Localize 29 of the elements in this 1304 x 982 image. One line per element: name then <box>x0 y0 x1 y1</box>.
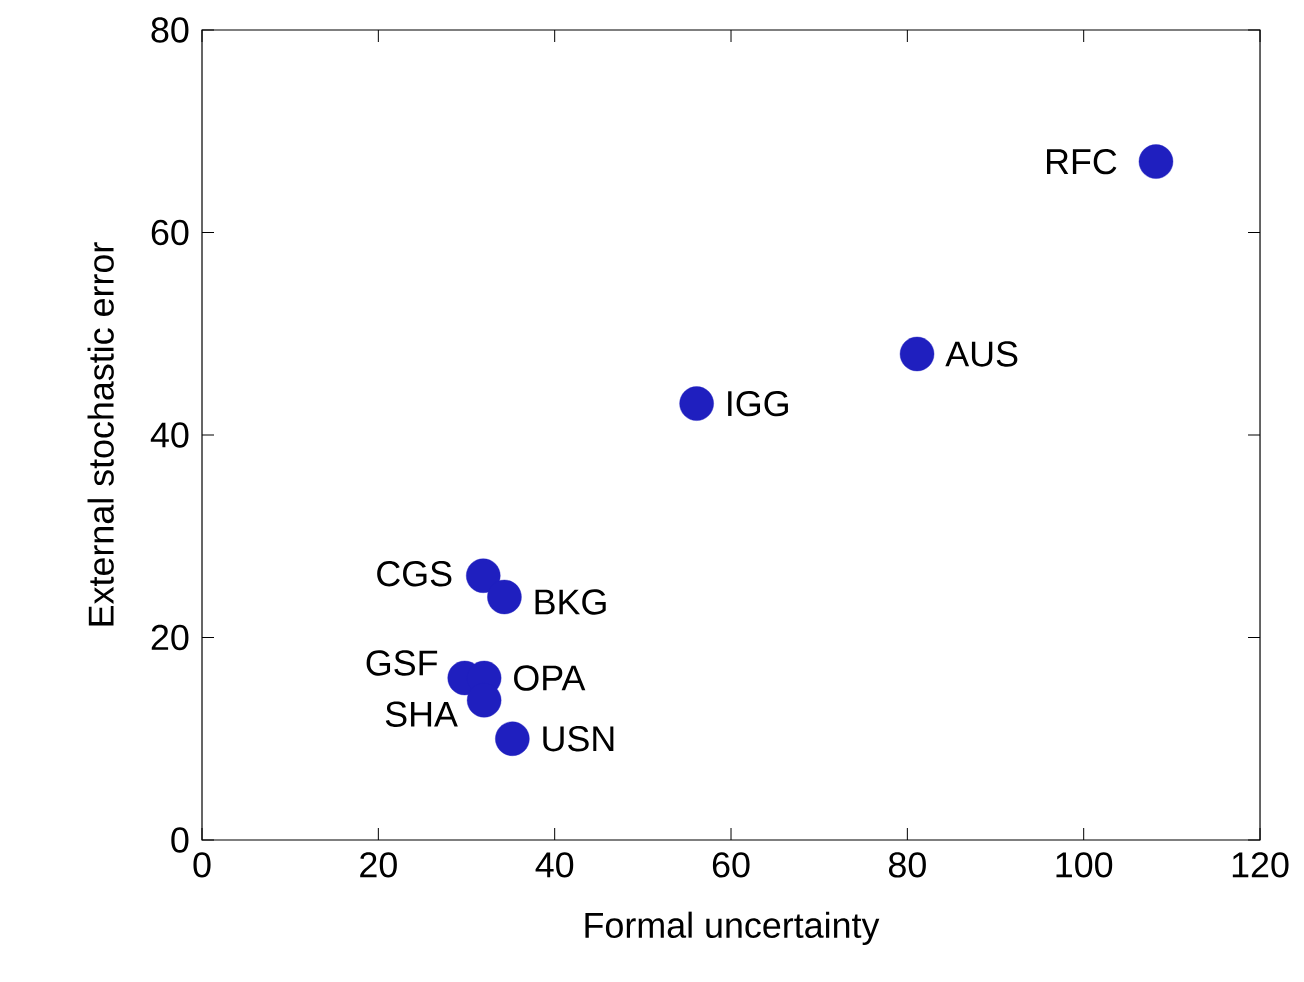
point <box>495 721 530 756</box>
x-tick-label: 0 <box>193 852 211 878</box>
y-axis-title: External stochastic error <box>87 242 114 626</box>
annotation: RFC <box>1047 148 1117 175</box>
point <box>466 558 501 593</box>
y-tick-label: 20 <box>151 624 189 651</box>
x-tick-label: 100 <box>1056 852 1113 878</box>
x-axis-title: Formal uncertainty <box>585 911 880 946</box>
y-tick-label: 0 <box>171 827 189 853</box>
annotation: IGG <box>728 390 788 417</box>
annotation: BKG <box>535 589 606 615</box>
y-tick-label: 80 <box>151 17 189 43</box>
point <box>487 579 522 615</box>
y-tick-label: 40 <box>150 422 189 448</box>
annotation: USN <box>543 726 614 752</box>
annotation: CGS <box>377 561 452 587</box>
x-tick-label: 120 <box>1232 852 1289 878</box>
annotation: AUS <box>945 341 1018 367</box>
point <box>679 386 714 421</box>
point <box>1138 144 1174 179</box>
annotation: OPA <box>514 665 586 691</box>
x-tick-label: 60 <box>712 852 750 878</box>
annotation: SHA <box>385 701 458 727</box>
point <box>899 336 935 372</box>
x-tick-label: 80 <box>888 852 926 878</box>
y-tick-label: 60 <box>151 219 189 246</box>
x-tick-label: 20 <box>360 852 397 878</box>
x-tick-label: 40 <box>535 852 574 878</box>
annotation: GSF <box>366 650 438 676</box>
